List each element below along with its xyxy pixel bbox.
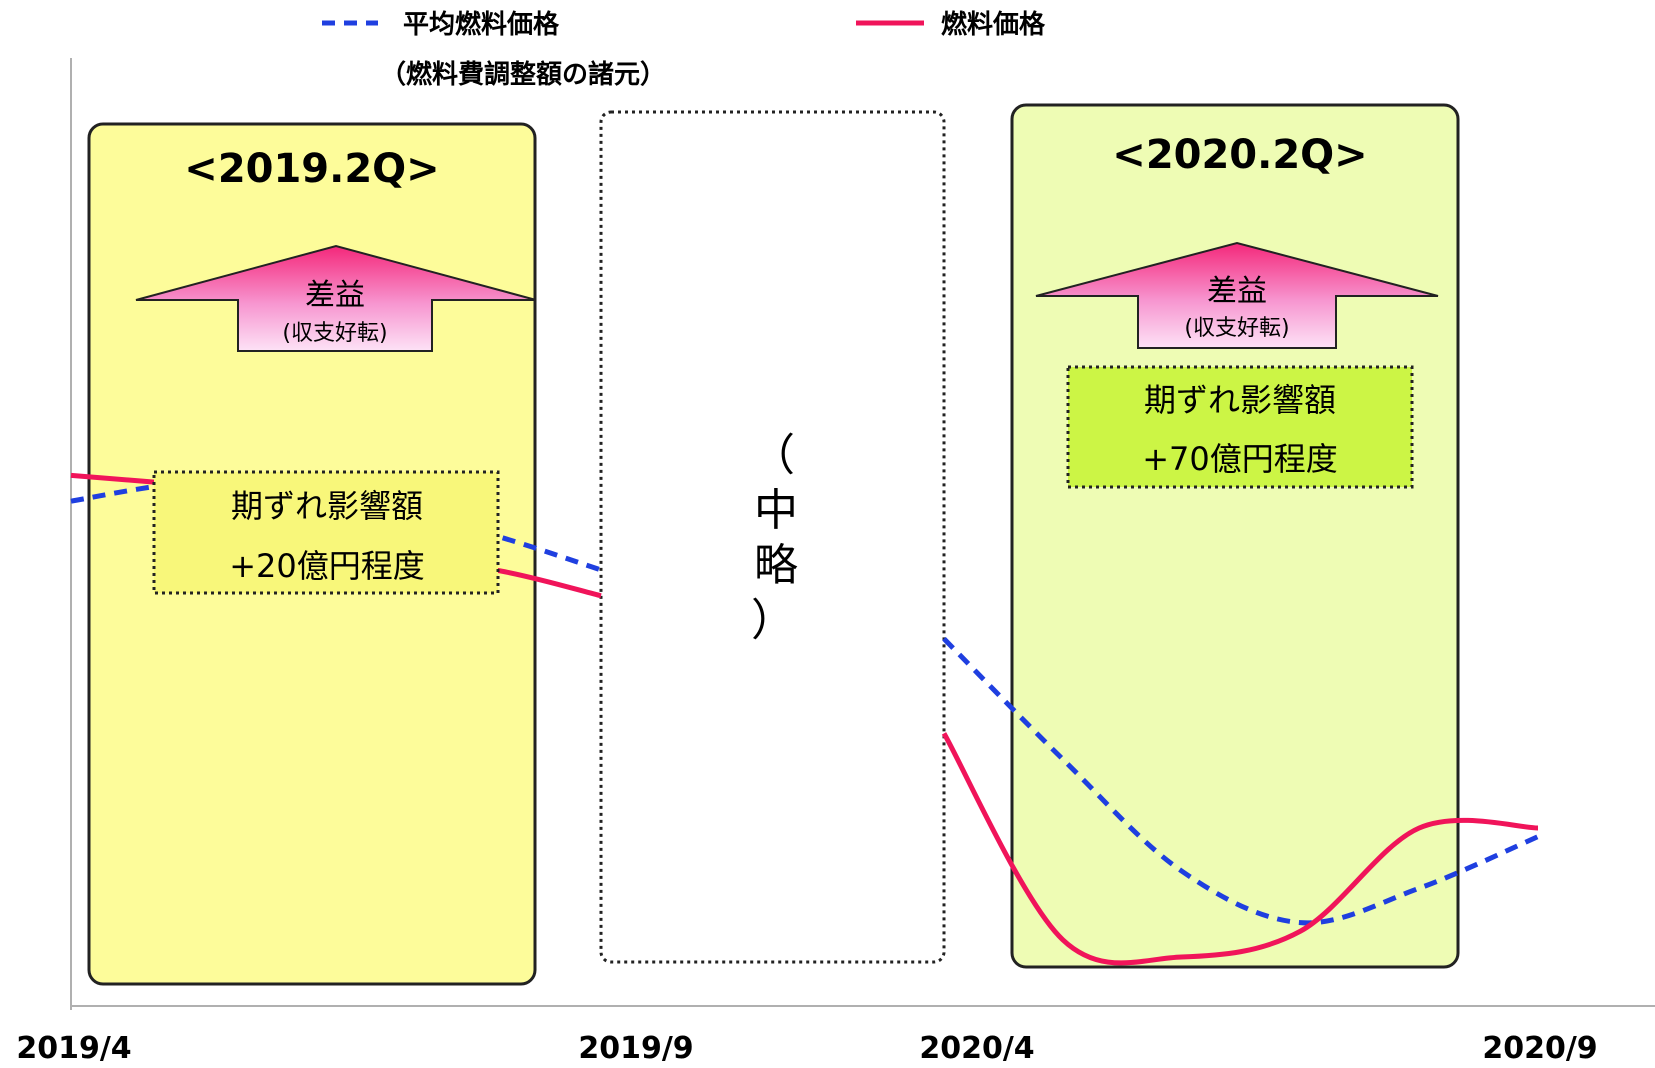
omitted-section: （ 中 略 ） <box>599 110 946 964</box>
omitted-char-close: ） <box>751 595 795 646</box>
legend-avg-price-sublabel: （燃料費調整額の諸元） <box>380 59 666 90</box>
impact-box-2020-line1: 期ずれ影響額 <box>1144 381 1336 419</box>
arrow-up-shape <box>135 244 537 352</box>
panel-2019-title: <2019.2Q> <box>184 146 439 192</box>
x-tick-label: 2020/9 <box>1482 1031 1597 1066</box>
x-tick-labels: 2019/4 2019/9 2020/4 2020/9 <box>16 1031 1597 1066</box>
legend-fuel-price-label: 燃料価格 <box>941 9 1046 40</box>
x-tick-label: 2020/4 <box>919 1031 1034 1066</box>
arrow-sub-label: (収支好転) <box>282 321 387 346</box>
panel-2020-title: <2020.2Q> <box>1112 132 1367 178</box>
panel-2020: <2020.2Q> 差益 (収支好転) <box>1010 103 1460 969</box>
legend: 平均燃料価格 （燃料費調整額の諸元） 燃料価格 <box>322 9 1046 90</box>
arrow-main-label: 差益 <box>1207 274 1267 309</box>
omitted-char-open: （ <box>751 430 795 481</box>
impact-box-2019-line1: 期ずれ影響額 <box>231 487 423 525</box>
arrow-sub-label: (収支好転) <box>1184 316 1289 341</box>
impact-box-2020-frame <box>1066 365 1414 489</box>
impact-box-2019: 期ずれ影響額 +20億円程度 <box>152 470 500 595</box>
panel-2020-arrow: 差益 (収支好転) <box>1035 241 1439 349</box>
panel-2020-background <box>1010 103 1460 969</box>
fuel-price-line-segment <box>941 732 1539 966</box>
impact-box-2020-line2: +70億円程度 <box>1142 440 1338 478</box>
avg-price-line-segment <box>942 637 1539 926</box>
impact-box-2019-line2: +20億円程度 <box>229 547 425 585</box>
x-tick-label: 2019/4 <box>16 1031 131 1066</box>
impact-box-2020: 期ずれ影響額 +70億円程度 <box>1066 365 1414 489</box>
legend-avg-price-label: 平均燃料価格 <box>403 9 560 40</box>
arrow-up-shape <box>1035 241 1439 349</box>
impact-box-2019-frame <box>152 470 500 595</box>
omitted-box <box>599 110 946 964</box>
x-tick-label: 2019/9 <box>578 1031 693 1066</box>
panel-2019-arrow: 差益 (収支好転) <box>135 244 537 352</box>
omitted-char-middle: 中 <box>754 485 798 536</box>
arrow-main-label: 差益 <box>305 278 365 313</box>
omitted-char-abbrev: 略 <box>754 540 798 591</box>
